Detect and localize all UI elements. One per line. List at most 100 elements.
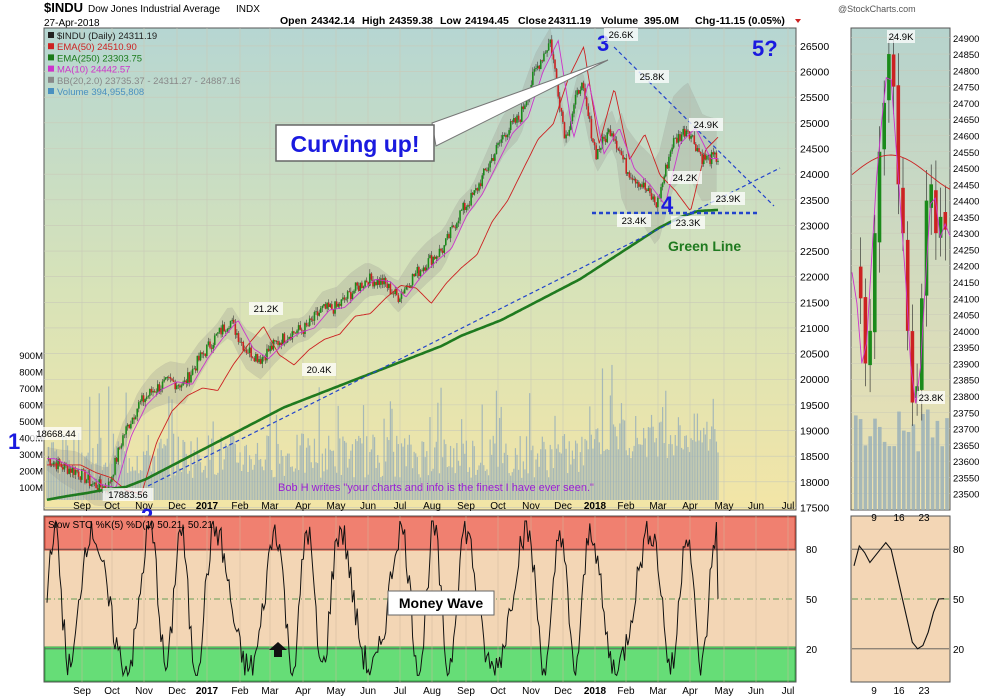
volume-tick-label: 600M bbox=[19, 401, 43, 412]
volume-bar bbox=[638, 444, 640, 500]
candle-body bbox=[305, 323, 308, 326]
zoom-volume-bar bbox=[935, 420, 940, 510]
candle-body bbox=[657, 197, 659, 208]
price-tick-label: 25500 bbox=[800, 92, 829, 104]
wave-label-4: 4 bbox=[661, 192, 674, 217]
price-callout: 24.2K bbox=[673, 173, 698, 184]
volume-bar bbox=[497, 466, 499, 500]
volume-bar bbox=[180, 471, 183, 500]
candle-body bbox=[98, 479, 101, 490]
volume-bar bbox=[191, 477, 194, 500]
volume-bar bbox=[411, 468, 414, 500]
price-callouts: 18668.44 17883.56 21.2K 20.4K 25.8K 26.6K 24.2… bbox=[30, 28, 745, 501]
volume-bar bbox=[336, 472, 338, 500]
volume-bar bbox=[712, 398, 714, 500]
candle-body bbox=[386, 283, 389, 289]
volume-bar bbox=[97, 443, 99, 500]
zoom-tick-label: 23850 bbox=[953, 376, 979, 387]
zoom-tick-label: 24800 bbox=[953, 66, 979, 77]
candle-body bbox=[166, 376, 169, 378]
volume-bar bbox=[258, 459, 260, 500]
zoom-candle-body bbox=[891, 54, 896, 87]
volume-bar bbox=[49, 459, 51, 500]
candle-body bbox=[603, 136, 605, 139]
volume-bar bbox=[662, 407, 664, 500]
volume-bar bbox=[505, 443, 507, 500]
candle-body bbox=[253, 357, 256, 362]
candle-body bbox=[335, 301, 338, 307]
candle-body bbox=[511, 121, 514, 123]
x-tick-label: Feb bbox=[231, 686, 249, 697]
volume-bar bbox=[326, 469, 328, 500]
candle-body bbox=[481, 175, 484, 187]
candle-body bbox=[389, 283, 392, 295]
x-tick-label: Jul bbox=[394, 501, 407, 512]
candle-body bbox=[247, 352, 249, 354]
volume-bar bbox=[340, 474, 342, 500]
volume-bar bbox=[625, 450, 627, 500]
volume-bar bbox=[89, 396, 91, 500]
volume-bar bbox=[381, 475, 384, 500]
watermark: @StockCharts.com bbox=[838, 4, 916, 14]
volume-bar bbox=[519, 436, 521, 500]
candle-body bbox=[402, 292, 404, 294]
volume-bar bbox=[475, 474, 477, 500]
volume-bar bbox=[695, 441, 697, 500]
candle-body bbox=[133, 417, 135, 420]
volume-bar bbox=[394, 476, 396, 500]
volume-bar bbox=[608, 449, 610, 500]
x-tick-label: 2018 bbox=[584, 686, 607, 697]
zoom-tick-label: 24600 bbox=[953, 131, 979, 142]
legend-entry: EMA(250) 23303.75 bbox=[57, 53, 142, 64]
volume-bar bbox=[652, 426, 654, 500]
volume-bar bbox=[456, 443, 458, 500]
volume-bar bbox=[366, 436, 368, 500]
volume-bar bbox=[698, 440, 700, 500]
candle-body bbox=[576, 90, 578, 95]
candle-body bbox=[650, 193, 653, 200]
volume-bar bbox=[590, 434, 592, 500]
price-callout: 25.8K bbox=[640, 72, 665, 83]
volume-bar bbox=[283, 475, 285, 500]
candle-body bbox=[221, 324, 224, 335]
volume-bar bbox=[173, 433, 175, 500]
annotations: Curving up! 1 2 3 4 5? Green Line Bob H … bbox=[8, 31, 781, 529]
x-tick-label: Mar bbox=[649, 686, 667, 697]
candle-body bbox=[57, 459, 59, 470]
candle-body bbox=[508, 130, 510, 135]
candle-body bbox=[357, 285, 360, 292]
candle-body bbox=[438, 248, 441, 257]
candle-body bbox=[587, 106, 590, 117]
wave-label-5: 5? bbox=[752, 36, 778, 61]
volume-bar bbox=[408, 434, 411, 500]
x-tick-label: Dec bbox=[168, 686, 186, 697]
volume-bar bbox=[443, 439, 445, 500]
candle-body bbox=[623, 158, 626, 160]
candle-body bbox=[560, 107, 563, 112]
volume-bar bbox=[684, 435, 686, 500]
x-tick-label: Feb bbox=[231, 501, 249, 512]
volume-bar bbox=[578, 471, 580, 500]
volume-bar bbox=[438, 473, 441, 500]
volume-bar bbox=[354, 439, 357, 500]
candle-body bbox=[639, 184, 642, 187]
price-tick-label: 19500 bbox=[800, 400, 829, 412]
candle-body bbox=[476, 188, 479, 191]
wave-label-1: 1 bbox=[8, 429, 20, 454]
x-tick-label: 2017 bbox=[196, 686, 219, 697]
volume-bar bbox=[196, 437, 198, 500]
candle-body bbox=[137, 402, 140, 409]
candle-body bbox=[563, 122, 566, 139]
candle-body bbox=[506, 134, 509, 138]
candle-body bbox=[672, 138, 675, 148]
candle-body bbox=[183, 380, 186, 382]
volume-bar bbox=[392, 451, 395, 500]
candle-body bbox=[505, 134, 507, 138]
volume-bar bbox=[668, 444, 670, 500]
volume-bar bbox=[364, 477, 366, 500]
candle-body bbox=[364, 280, 366, 287]
candle-body bbox=[74, 470, 77, 475]
volume-bar bbox=[237, 462, 240, 500]
candle-body bbox=[679, 134, 681, 141]
candle-body bbox=[536, 65, 539, 69]
